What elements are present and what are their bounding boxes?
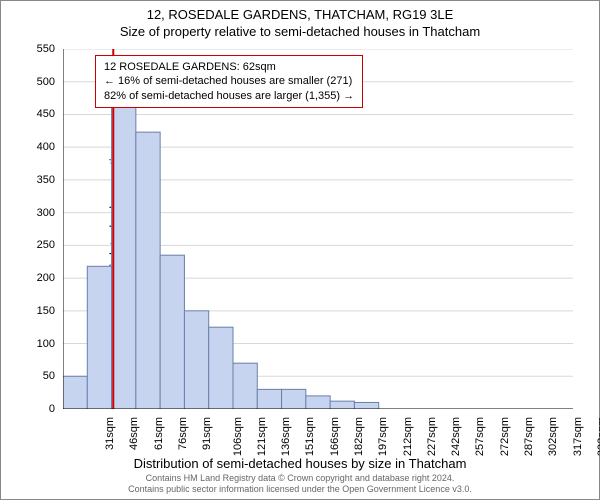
- y-tick-label: 350: [25, 174, 55, 186]
- info-box: 12 ROSEDALE GARDENS: 62sqm ← 16% of semi…: [95, 55, 363, 108]
- info-box-line3: 82% of semi-detached houses are larger (…: [104, 89, 354, 103]
- chart-title-line2: Size of property relative to semi-detach…: [1, 24, 599, 39]
- x-tick-label: 332sqm: [596, 417, 600, 456]
- y-tick-label: 300: [25, 207, 55, 219]
- y-tick-label: 200: [25, 272, 55, 284]
- chart-title-line1: 12, ROSEDALE GARDENS, THATCHAM, RG19 3LE: [1, 7, 599, 22]
- info-box-line1: 12 ROSEDALE GARDENS: 62sqm: [104, 60, 354, 74]
- y-tick-label: 100: [25, 338, 55, 350]
- x-tick-label: 182sqm: [353, 417, 365, 456]
- y-tick-label: 450: [25, 108, 55, 120]
- chart-container: 12, ROSEDALE GARDENS, THATCHAM, RG19 3LE…: [0, 0, 600, 500]
- x-tick-label: 287sqm: [523, 417, 535, 456]
- y-tick-label: 400: [25, 141, 55, 153]
- x-tick-label: 31sqm: [104, 417, 116, 450]
- x-tick-label: 166sqm: [329, 417, 341, 456]
- y-tick-label: 0: [25, 403, 55, 415]
- footer-line2: Contains public sector information licen…: [1, 484, 599, 495]
- x-tick-label: 121sqm: [256, 417, 268, 456]
- x-tick-label: 257sqm: [475, 417, 487, 456]
- x-tick-label: 197sqm: [377, 417, 389, 456]
- y-tick-label: 500: [25, 76, 55, 88]
- x-tick-label: 106sqm: [232, 417, 244, 456]
- y-tick-label: 550: [25, 43, 55, 55]
- x-tick-label: 91sqm: [201, 417, 213, 450]
- x-tick-label: 151sqm: [305, 417, 317, 456]
- footer: Contains HM Land Registry data © Crown c…: [1, 473, 599, 495]
- y-tick-label: 250: [25, 239, 55, 251]
- plot-area: 12 ROSEDALE GARDENS: 62sqm ← 16% of semi…: [63, 49, 573, 409]
- x-tick-label: 76sqm: [177, 417, 189, 450]
- x-axis-label: Distribution of semi-detached houses by …: [1, 456, 599, 471]
- x-tick-label: 302sqm: [547, 417, 559, 456]
- x-tick-label: 61sqm: [153, 417, 165, 450]
- y-tick-label: 50: [25, 370, 55, 382]
- x-tick-label: 227sqm: [426, 417, 438, 456]
- x-tick-label: 242sqm: [450, 417, 462, 456]
- footer-line1: Contains HM Land Registry data © Crown c…: [1, 473, 599, 484]
- x-tick-label: 212sqm: [402, 417, 414, 456]
- x-tick-label: 136sqm: [280, 417, 292, 456]
- info-box-line2: ← 16% of semi-detached houses are smalle…: [104, 74, 354, 88]
- x-tick-label: 317sqm: [572, 417, 584, 456]
- x-tick-label: 46sqm: [128, 417, 140, 450]
- x-tick-label: 272sqm: [499, 417, 511, 456]
- y-tick-label: 150: [25, 305, 55, 317]
